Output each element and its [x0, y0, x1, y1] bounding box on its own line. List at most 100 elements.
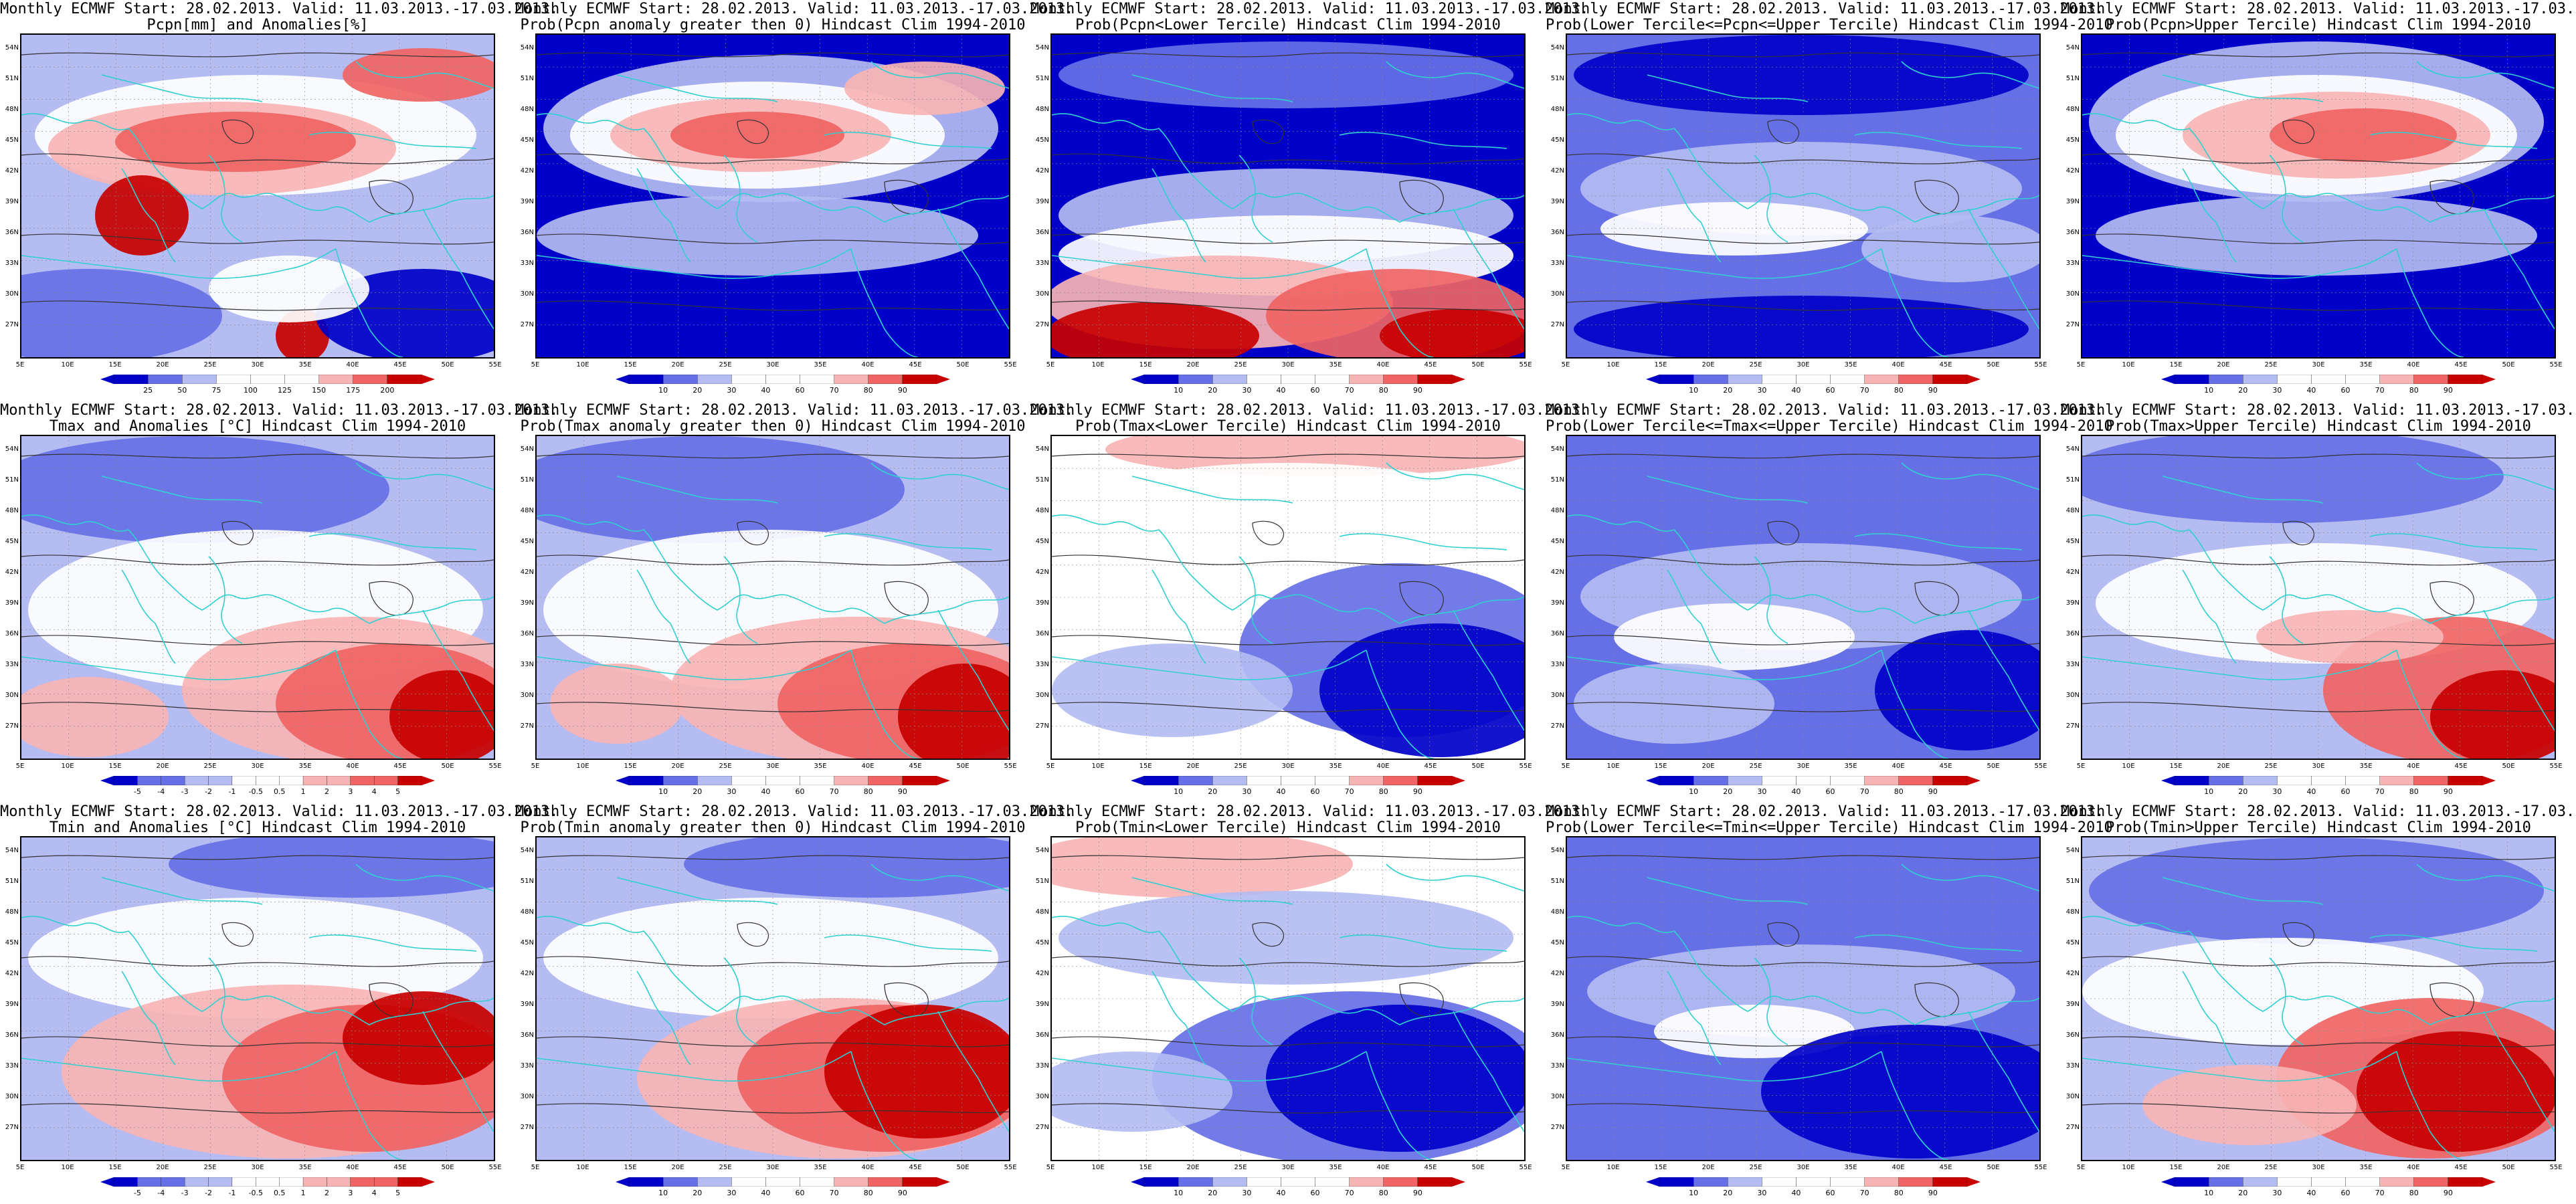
- colorbar-segment: [1417, 776, 1453, 785]
- longitude-label: 15E: [1139, 1164, 1152, 1171]
- isoline: [21, 52, 494, 58]
- latitude-label: 33N: [5, 1062, 19, 1070]
- colorbar-label: 60: [1825, 787, 1835, 796]
- latitude-label: 51N: [520, 75, 534, 82]
- coastline: [2082, 113, 2555, 223]
- longitude-label: 20E: [1186, 763, 1200, 770]
- isoline: [884, 581, 929, 616]
- latitude-label: 54N: [2065, 847, 2080, 854]
- latitude-label: 39N: [2065, 599, 2080, 607]
- colorbar-segment: [232, 1177, 256, 1187]
- colorbar-label: 10: [658, 1189, 668, 1197]
- colorbar-label: -0.5: [248, 1189, 264, 1197]
- colorbar-segment: [902, 1177, 937, 1187]
- isoline: [1567, 555, 2039, 566]
- latitude-label: 33N: [1035, 661, 1049, 668]
- coastline: [2369, 934, 2538, 952]
- colorbar-segment: [161, 1177, 185, 1187]
- anomaly-region: [670, 112, 844, 159]
- coastline: [1667, 168, 1722, 263]
- colorbar-segment: [731, 1177, 766, 1187]
- colorbar-segment: [868, 375, 903, 384]
- colorbar: [1131, 776, 1465, 785]
- colorbar-label: 70: [829, 1189, 839, 1197]
- coastline: [537, 514, 1009, 624]
- latitude-label: 33N: [2065, 661, 2080, 668]
- longitude-label: 30E: [766, 763, 779, 770]
- longitude-label: 50E: [1987, 361, 2000, 369]
- coastline: [824, 132, 992, 149]
- anomaly-region: [1052, 837, 1353, 898]
- longitude-label: 30E: [2312, 361, 2325, 369]
- panel-title-line2: Prob(Pcpn anomaly greater then 0) Hindca…: [520, 17, 1026, 33]
- latitude-label: 27N: [1550, 1124, 1564, 1131]
- anomaly-region: [1059, 41, 1513, 108]
- longitude-label: 5E: [2076, 361, 2086, 369]
- colorbar-segment: [1864, 1177, 1899, 1187]
- isoline: [1052, 233, 1524, 245]
- colorbar-segment: [1864, 776, 1899, 785]
- colorbar-segment: [1315, 776, 1350, 785]
- colorbar-segment: [208, 1177, 233, 1187]
- anomaly-region: [1266, 1005, 1524, 1152]
- longitude-label: 30E: [251, 361, 264, 369]
- longitude-label: 25E: [1234, 763, 1247, 770]
- coastline: [1567, 1051, 1882, 1082]
- coastline: [335, 248, 403, 357]
- colorbar-segment: [1693, 375, 1728, 384]
- coastline: [1881, 1051, 1949, 1160]
- longitude-label: 20E: [156, 361, 169, 369]
- colorbar-segment: [765, 375, 800, 384]
- colorbar-segment: [765, 1177, 800, 1187]
- colorbar-segment: [302, 776, 327, 785]
- colorbar-label: -1: [228, 787, 236, 796]
- colorbar-label: 60: [795, 787, 805, 796]
- colorbar-segment: [1383, 776, 1418, 785]
- isoline: [1914, 982, 1959, 1017]
- latitude-label: 30N: [1035, 692, 1049, 699]
- latitude-label: 36N: [1035, 630, 1049, 637]
- latitude-label: 36N: [520, 630, 534, 637]
- panel-title-line1: Monthly ECMWF Start: 28.02.2013. Valid: …: [515, 1, 1074, 17]
- longitude-label: 10E: [1091, 1164, 1105, 1171]
- panel-title-line1: Monthly ECMWF Start: 28.02.2013. Valid: …: [515, 402, 1074, 419]
- latitude-label: 39N: [1550, 1001, 1564, 1008]
- longitude-label: 50E: [1987, 1164, 2000, 1171]
- anomaly-region: [169, 837, 494, 898]
- colorbar-label: 5: [395, 1189, 401, 1197]
- colorbar-segment: [868, 776, 903, 785]
- longitude-label: 45E: [909, 763, 922, 770]
- colorbar-segment: [1898, 1177, 1934, 1187]
- longitude-label: 10E: [576, 361, 589, 369]
- longitude-label: 5E: [15, 361, 25, 369]
- isoline: [537, 1036, 1009, 1047]
- coastline: [2269, 155, 2304, 243]
- isoline: [1399, 982, 1444, 1017]
- map-field: [1052, 35, 1524, 357]
- colorbar-label: 90: [1412, 787, 1422, 796]
- panel-title-line2: Prob(Tmin>Upper Tercile) Hindcast Clim 1…: [2106, 819, 2531, 836]
- anomaly-region: [2256, 610, 2444, 664]
- colorbar-segment: [137, 1177, 161, 1187]
- colorbar-label: 80: [2409, 1189, 2419, 1197]
- coastline: [2483, 1011, 2555, 1132]
- colorbar-label: 30: [727, 1189, 737, 1197]
- colorbar-label: 60: [795, 1189, 805, 1197]
- coastline: [1339, 132, 1507, 149]
- longitude-label: 40E: [2407, 361, 2420, 369]
- isoline: [537, 555, 1009, 566]
- map-frame: [20, 435, 495, 760]
- longitude-label: 20E: [156, 1164, 169, 1171]
- colorbar-label: -0.5: [248, 787, 264, 796]
- colorbar-segment: [1281, 776, 1315, 785]
- isoline: [1567, 300, 2039, 311]
- coastline: [870, 61, 1009, 89]
- colorbar-segment: [2311, 375, 2346, 384]
- anomaly-region: [1052, 1051, 1232, 1132]
- coastline: [2269, 957, 2304, 1045]
- map-field: [537, 35, 1009, 357]
- latitude-label: 45N: [1035, 939, 1049, 946]
- colorbar-label: 20: [1208, 787, 1218, 796]
- colorbar-label: 60: [795, 386, 805, 395]
